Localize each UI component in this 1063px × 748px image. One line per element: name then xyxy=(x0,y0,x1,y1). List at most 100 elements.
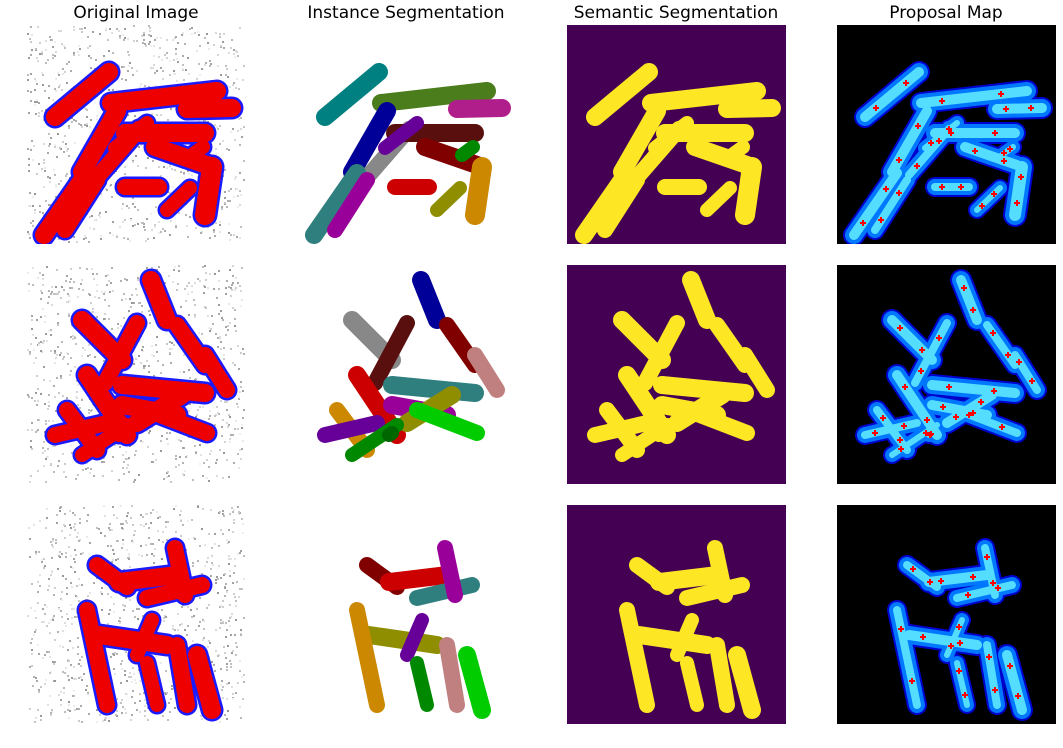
noise-speckle xyxy=(43,379,45,381)
noise-speckle xyxy=(81,126,83,128)
noise-speckle xyxy=(231,686,233,688)
noise-speckle xyxy=(162,715,164,717)
noise-speckle xyxy=(30,149,32,151)
noise-speckle xyxy=(104,291,106,293)
noise-speckle xyxy=(191,291,193,293)
noise-speckle xyxy=(30,642,32,644)
noise-speckle xyxy=(197,560,199,562)
noise-speckle xyxy=(41,110,43,112)
cell-rod xyxy=(409,577,480,606)
noise-speckle xyxy=(55,196,57,198)
noise-speckle xyxy=(166,39,168,41)
noise-speckle xyxy=(138,146,140,148)
noise-speckle xyxy=(73,29,75,31)
noise-speckle xyxy=(64,537,66,539)
noise-speckle xyxy=(123,317,125,319)
noise-speckle xyxy=(122,454,124,456)
cell-rod xyxy=(343,102,396,181)
noise-speckle xyxy=(220,684,222,686)
noise-speckle xyxy=(139,693,141,695)
noise-speckle xyxy=(28,164,30,166)
noise-speckle xyxy=(43,465,45,467)
noise-speckle xyxy=(187,57,189,59)
noise-speckle xyxy=(52,420,54,422)
noise-speckle xyxy=(125,451,127,453)
noise-speckle xyxy=(35,80,37,82)
noise-speckle xyxy=(156,511,158,513)
noise-speckle xyxy=(189,28,191,30)
noise-speckle xyxy=(164,54,166,56)
noise-speckle xyxy=(82,347,84,349)
noise-speckle xyxy=(30,343,32,345)
noise-speckle xyxy=(33,634,35,636)
noise-speckle xyxy=(241,136,243,138)
noise-speckle xyxy=(215,650,217,652)
noise-speckle xyxy=(153,55,155,57)
noise-speckle xyxy=(76,380,78,382)
noise-speckle xyxy=(223,33,225,35)
noise-speckle xyxy=(76,596,78,598)
noise-speckle xyxy=(183,371,185,373)
noise-speckle xyxy=(216,459,218,461)
noise-speckle xyxy=(88,713,90,715)
cell-rod xyxy=(953,406,1021,437)
noise-speckle xyxy=(68,127,70,129)
noise-speckle xyxy=(236,646,238,648)
noise-speckle xyxy=(57,293,59,295)
noise-speckle xyxy=(149,41,151,43)
noise-speckle xyxy=(126,522,128,524)
noise-speckle xyxy=(112,89,114,91)
noise-speckle xyxy=(182,447,184,449)
noise-speckle xyxy=(45,420,47,422)
noise-speckle xyxy=(122,203,124,205)
proposal-marker xyxy=(999,424,1005,430)
noise-speckle xyxy=(169,74,171,76)
noise-speckle xyxy=(118,479,120,481)
noise-speckle xyxy=(108,305,110,307)
noise-speckle xyxy=(58,30,60,32)
noise-speckle xyxy=(127,51,129,53)
noise-speckle xyxy=(37,60,39,62)
noise-speckle xyxy=(155,206,157,208)
noise-speckle xyxy=(233,82,235,84)
noise-speckle xyxy=(219,721,221,723)
noise-speckle xyxy=(121,712,123,714)
noise-speckle xyxy=(87,595,89,597)
noise-speckle xyxy=(147,157,149,159)
noise-speckle xyxy=(204,120,206,122)
noise-speckle xyxy=(170,698,172,700)
noise-speckle xyxy=(226,698,228,700)
noise-speckle xyxy=(107,593,109,595)
noise-speckle xyxy=(48,394,50,396)
noise-speckle xyxy=(96,721,98,723)
noise-speckle xyxy=(43,186,45,188)
noise-speckle xyxy=(132,667,134,669)
noise-speckle xyxy=(41,292,43,294)
noise-speckle xyxy=(48,578,50,580)
noise-speckle xyxy=(160,440,162,442)
noise-speckle xyxy=(134,479,136,481)
noise-speckle xyxy=(211,555,213,557)
noise-speckle xyxy=(112,290,114,292)
noise-speckle xyxy=(36,319,38,321)
noise-speckle xyxy=(35,677,37,679)
noise-speckle xyxy=(111,529,113,531)
noise-speckle xyxy=(173,344,175,346)
noise-speckle xyxy=(224,401,226,403)
noise-speckle xyxy=(124,650,126,652)
noise-speckle xyxy=(122,221,124,223)
cell-rod xyxy=(110,566,186,591)
cell-rod xyxy=(679,402,755,441)
noise-speckle xyxy=(91,268,93,270)
noise-speckle xyxy=(122,34,124,36)
noise-speckle xyxy=(229,575,231,577)
noise-speckle xyxy=(148,432,150,434)
noise-speckle xyxy=(185,456,187,458)
noise-speckle xyxy=(43,558,45,560)
noise-speckle xyxy=(41,559,43,561)
noise-speckle xyxy=(89,216,91,218)
noise-speckle xyxy=(240,290,242,292)
noise-speckle xyxy=(87,47,89,49)
noise-speckle xyxy=(50,463,52,465)
noise-speckle xyxy=(86,520,88,522)
